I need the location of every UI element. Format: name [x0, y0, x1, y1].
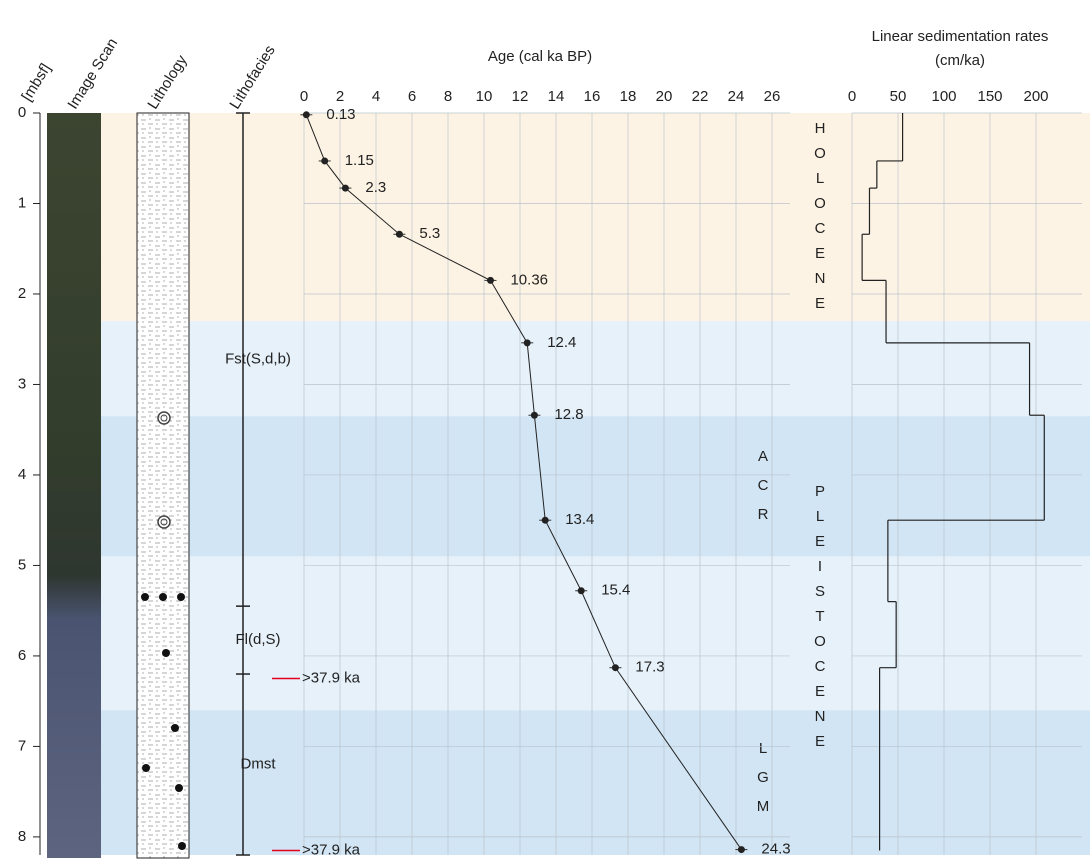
- lithofacies-label: Dmst: [241, 755, 277, 772]
- data-label: 10.36: [510, 271, 548, 288]
- x-tick-label: 200: [1023, 88, 1048, 105]
- x-tick-label: 100: [931, 88, 956, 105]
- data-label: 17.3: [635, 659, 664, 676]
- x-tick-label: 24: [728, 88, 745, 105]
- data-point: [487, 277, 494, 284]
- data-point: [342, 185, 349, 192]
- image-scan: [47, 113, 101, 858]
- zone-band: [100, 710, 1090, 855]
- column-header: Image Scan: [64, 35, 121, 112]
- x-tick-label: 16: [584, 88, 601, 105]
- annotation: >37.9 ka: [302, 841, 361, 858]
- data-label: 15.4: [601, 582, 630, 599]
- x-tick-label: 150: [977, 88, 1002, 105]
- lithofacies-label: Fst(S,d,b): [225, 351, 291, 368]
- x-tick-label: 10: [476, 88, 493, 105]
- data-point: [531, 412, 538, 419]
- column-header: Lithology: [144, 52, 191, 112]
- zone-band: [100, 113, 1090, 321]
- lithology-column: [137, 113, 189, 858]
- y-tick-label: 7: [18, 737, 26, 754]
- data-label: 5.3: [419, 225, 440, 242]
- x-tick-label: 2: [336, 88, 344, 105]
- y-tick-label: 6: [18, 647, 26, 664]
- y-tick-label: 8: [18, 828, 26, 845]
- y-tick-label: 3: [18, 375, 26, 392]
- data-point: [542, 517, 549, 524]
- x-tick-label: 26: [764, 88, 781, 105]
- x-tick-label: 0: [848, 88, 856, 105]
- figure: Image Scan Lithology Lithofacies [mbsf] …: [0, 0, 1090, 860]
- y-tick-label: 2: [18, 285, 26, 302]
- x-tick-label: 0: [300, 88, 308, 105]
- data-label: 24.3: [761, 841, 790, 858]
- x-tick-label: 50: [890, 88, 907, 105]
- x-tick-label: 6: [408, 88, 416, 105]
- data-point: [524, 339, 531, 346]
- x-tick-label: 18: [620, 88, 637, 105]
- x-tick-label: 12: [512, 88, 529, 105]
- zones: [100, 113, 1090, 855]
- chart-title: Linear sedimentation rates: [872, 28, 1049, 45]
- lithofacies-label: Fl(d,S): [236, 631, 281, 648]
- x-tick-label: 22: [692, 88, 709, 105]
- annotation: >37.9 ka: [302, 670, 361, 687]
- x-axis-label: Age (cal ka BP): [488, 48, 592, 65]
- y-tick-label: 4: [18, 466, 26, 483]
- stage-label: LGM: [755, 740, 772, 827]
- x-tick-label: 4: [372, 88, 380, 105]
- data-label: 13.4: [565, 511, 594, 528]
- data-point: [321, 157, 328, 164]
- data-point: [578, 587, 585, 594]
- stage-label: ACR: [755, 448, 772, 535]
- data-label: 1.15: [345, 152, 374, 169]
- data-point: [612, 664, 619, 671]
- data-label: 12.8: [554, 406, 583, 423]
- column-header: Lithofacies: [226, 42, 278, 112]
- chart-subtitle: (cm/ka): [935, 52, 985, 69]
- data-point: [303, 111, 310, 118]
- y-tick-label: 1: [18, 194, 26, 211]
- data-point: [396, 231, 403, 238]
- data-label: 12.4: [547, 334, 576, 351]
- y-tick-label: 5: [18, 556, 26, 573]
- x-tick-label: 20: [656, 88, 673, 105]
- epoch-label: PLEISTOCENE: [812, 483, 829, 758]
- zone-band: [100, 416, 1090, 556]
- data-label: 0.13: [326, 106, 355, 123]
- x-tick-label: 8: [444, 88, 452, 105]
- y-axis-label: [mbsf]: [18, 61, 54, 105]
- data-label: 2.3: [365, 179, 386, 196]
- x-tick-label: 14: [548, 88, 565, 105]
- epoch-label: HOLOCENE: [812, 120, 829, 320]
- y-tick-label: 0: [18, 104, 26, 121]
- data-point: [738, 846, 745, 853]
